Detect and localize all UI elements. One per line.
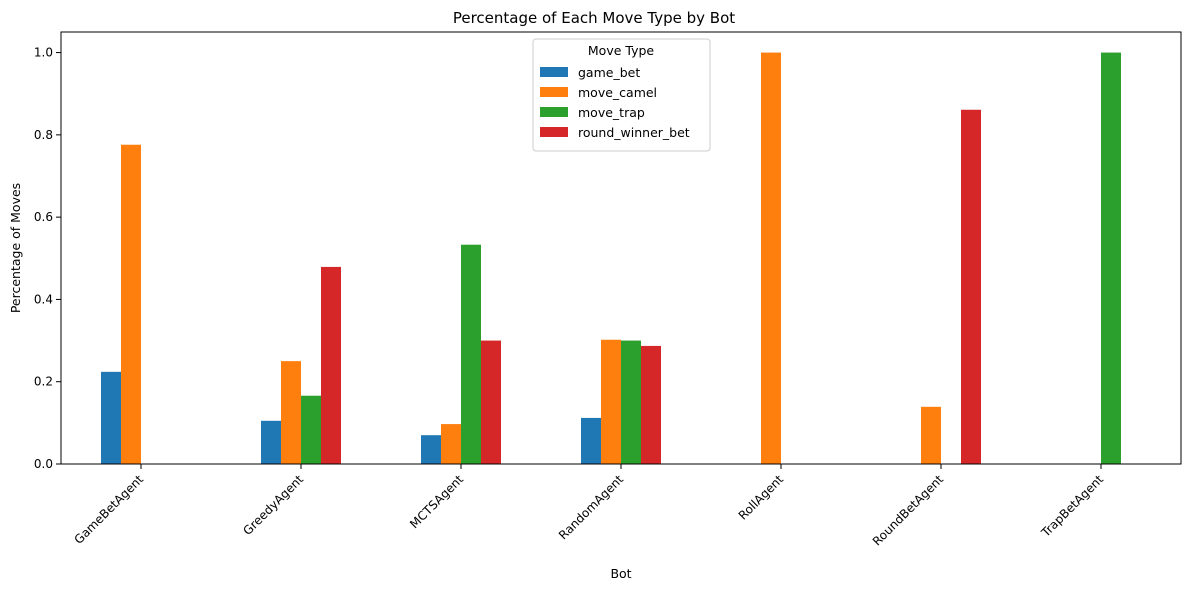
legend-title: Move Type xyxy=(588,43,655,58)
y-tick-label: 0.0 xyxy=(34,457,53,471)
bar-game_bet-GameBetAgent xyxy=(101,371,121,464)
bar-round_winner_bet-GreedyAgent xyxy=(321,266,341,464)
bar-move_camel-GreedyAgent xyxy=(281,361,301,464)
legend-label-move_camel: move_camel xyxy=(578,85,657,100)
legend-swatch-move_camel xyxy=(540,87,568,97)
y-tick-label: 0.2 xyxy=(34,375,53,389)
bar-move_camel-GameBetAgent xyxy=(121,144,141,464)
bar-move_camel-RoundBetAgent xyxy=(921,406,941,464)
bar-move_camel-RollAgent xyxy=(761,52,781,464)
x-axis-label: Bot xyxy=(610,566,631,581)
bar-game_bet-GreedyAgent xyxy=(261,420,281,464)
y-axis: 0.0 0.2 0.4 0.6 0.8 1.0 xyxy=(34,46,61,471)
legend: Move Type game_bet move_camel move_traprou… xyxy=(532,38,711,152)
bar-game_bet-MCTSAgent xyxy=(421,435,441,464)
y-tick-label: 0.6 xyxy=(34,210,53,224)
x-tick-label: RoundBetAgent xyxy=(870,472,946,548)
chart-title: Percentage of Each Move Type by Bot xyxy=(453,9,735,27)
legend-swatch-game_bet xyxy=(540,67,568,77)
legend-label-game_bet: game_bet xyxy=(578,65,640,80)
y-axis-label: Percentage of Moves xyxy=(8,183,23,313)
x-tick-label: MCTSAgent xyxy=(407,472,466,531)
legend-swatch-round_winner_bet xyxy=(540,127,568,137)
bar-move_trap-MCTSAgent xyxy=(461,244,481,464)
x-axis: GameBetAgent GreedyAgent MCTSAgent RandomAg… xyxy=(71,464,1106,548)
bar-move_trap-RandomAgent xyxy=(621,340,641,464)
legend-box xyxy=(532,38,711,152)
bar-round_winner_bet-RandomAgent xyxy=(641,345,661,464)
bar-round_winner_bet-RoundBetAgent xyxy=(961,109,981,464)
y-tick-label: 0.4 xyxy=(34,292,53,306)
x-tick-label: GreedyAgent xyxy=(240,472,306,538)
bar-move_camel-RandomAgent xyxy=(601,339,621,464)
bar-move_camel-MCTSAgent xyxy=(441,424,461,464)
bar-game_bet-RandomAgent xyxy=(581,417,601,464)
y-tick-label: 0.8 xyxy=(34,128,53,142)
bars-group xyxy=(101,52,1121,464)
bar-move_trap-TrapBetAgent xyxy=(1101,52,1121,464)
x-tick-label: TrapBetAgent xyxy=(1038,472,1106,540)
x-tick-label: RollAgent xyxy=(736,472,787,523)
bar-round_winner_bet-MCTSAgent xyxy=(481,340,501,464)
legend-swatch-move_trap xyxy=(540,107,568,117)
legend-label-move_trap: move_trap xyxy=(578,105,645,120)
x-tick-label: GameBetAgent xyxy=(71,472,146,547)
bar-move_trap-GreedyAgent xyxy=(301,395,321,464)
y-tick-label: 1.0 xyxy=(34,46,53,60)
x-tick-label: RandomAgent xyxy=(556,472,626,542)
legend-label-round_winner_bet: round_winner_bet xyxy=(578,125,690,140)
